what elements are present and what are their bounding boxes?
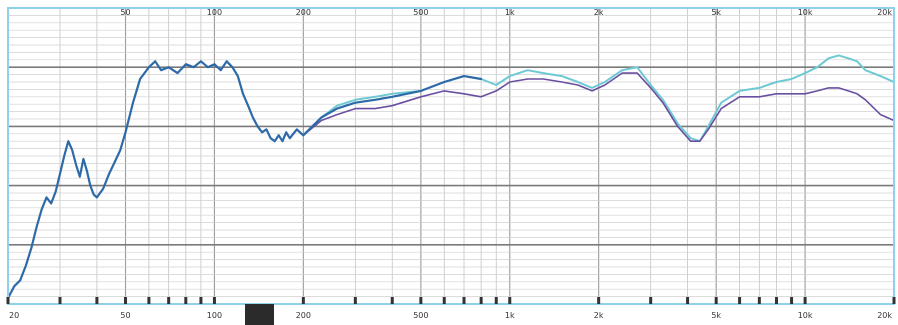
top-tick-label: 200 [296, 8, 311, 17]
bottom-tick-label: 200 [296, 311, 311, 320]
bottom-tick [124, 297, 128, 304]
bottom-tick-label: 5k [711, 311, 721, 320]
series-line-3 [6, 60, 483, 300]
bottom-tick-label: 20 [9, 311, 19, 320]
top-tick-label: 50 [120, 8, 130, 17]
bottom-tick [479, 297, 483, 304]
bottom-tick [167, 297, 171, 304]
bottom-tick [649, 297, 653, 304]
top-tick-label: 5k [711, 8, 721, 17]
tick-marks [6, 297, 896, 304]
top-tick-label: 100 [207, 8, 222, 17]
bottom-tick [6, 297, 10, 304]
bottom-tick-label: 100 [207, 311, 222, 320]
top-tick-label: 1k [505, 8, 515, 17]
bottom-tick-label: 10k [798, 311, 813, 320]
bottom-tick [803, 297, 807, 304]
bottom-tick [95, 297, 99, 304]
top-tick-label: 2k [594, 8, 604, 17]
series-group [6, 54, 895, 300]
bottom-tick-label: 20k [877, 311, 892, 320]
bottom-tick [353, 297, 357, 304]
bottom-tick [892, 297, 896, 304]
cursor-marker [245, 304, 274, 325]
bottom-tick [390, 297, 394, 304]
bottom-tick [58, 297, 62, 304]
bottom-tick [757, 297, 761, 304]
bottom-tick [184, 297, 188, 304]
bottom-tick [738, 297, 742, 304]
series-line-2 [302, 72, 895, 142]
top-tick-label: 10k [798, 8, 813, 17]
bottom-tick [494, 297, 498, 304]
bottom-tick [301, 297, 305, 304]
top-tick-label: 20k [877, 8, 892, 17]
bottom-tick [199, 297, 203, 304]
tick-labels: 50 100 200 500 1k 2k 5k 10k 20k 20 50 100 200 500 1k 2k… [9, 8, 892, 320]
bottom-tick [774, 297, 778, 304]
bottom-tick [442, 297, 446, 304]
bottom-tick-label: 50 [120, 311, 130, 320]
bottom-tick [686, 297, 690, 304]
bottom-tick [147, 297, 151, 304]
bottom-tick [508, 297, 512, 304]
grid [7, 7, 895, 305]
bottom-tick [790, 297, 794, 304]
top-tick-label: 500 [413, 8, 428, 17]
bottom-tick [597, 297, 601, 304]
bottom-tick [212, 297, 216, 304]
plot-frame [7, 7, 895, 305]
bottom-tick-label: 500 [413, 311, 428, 320]
bottom-tick [419, 297, 423, 304]
bottom-tick-label: 1k [505, 311, 515, 320]
bottom-tick [714, 297, 718, 304]
bottom-tick-label: 2k [594, 311, 604, 320]
bottom-tick [462, 297, 466, 304]
